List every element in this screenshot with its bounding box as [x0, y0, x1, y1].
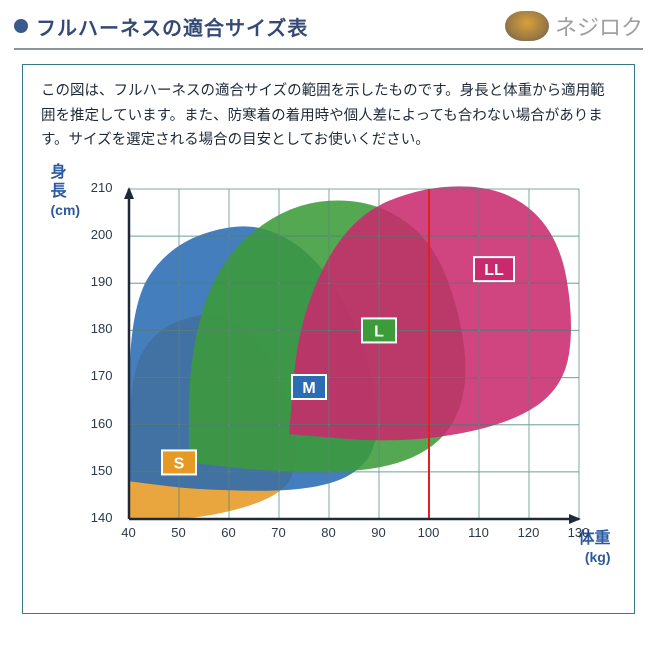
x-tick-label: 70: [264, 525, 294, 540]
header-left: フルハーネスの適合サイズ表: [14, 12, 308, 41]
x-tick-label: 90: [364, 525, 394, 540]
svg-text:S: S: [173, 455, 184, 472]
x-tick-label: 60: [214, 525, 244, 540]
logo: ネジロク: [505, 10, 643, 42]
y-title-char1: 身: [51, 164, 67, 181]
y-tick-label: 150: [83, 463, 113, 478]
chart-svg: SMLLL: [119, 179, 589, 539]
y-tick-label: 200: [83, 227, 113, 242]
x-tick-label: 80: [314, 525, 344, 540]
x-tick-label: 120: [514, 525, 544, 540]
header-divider: [14, 48, 643, 50]
svg-text:LL: LL: [484, 262, 504, 279]
x-tick-label: 110: [464, 525, 494, 540]
logo-icon: [505, 11, 549, 41]
y-tick-label: 170: [83, 368, 113, 383]
x-tick-label: 130: [564, 525, 594, 540]
svg-text:L: L: [374, 323, 384, 340]
y-title-char2: 長: [51, 183, 67, 200]
y-tick-label: 140: [83, 510, 113, 525]
chart-wrap: 身 長 (cm) 体重 (kg) SMLLL 14015016017018019…: [49, 161, 609, 591]
x-tick-label: 40: [114, 525, 144, 540]
svg-text:M: M: [302, 380, 315, 397]
x-tick-label: 100: [414, 525, 444, 540]
chart-frame: この図は、フルハーネスの適合サイズの範囲を示したものです。身長と体重から適用範囲…: [22, 64, 635, 614]
logo-text: ネジロク: [555, 10, 643, 42]
y-tick-label: 190: [83, 274, 113, 289]
x-tick-label: 50: [164, 525, 194, 540]
header: フルハーネスの適合サイズ表 ネジロク: [0, 0, 657, 48]
y-tick-label: 180: [83, 321, 113, 336]
x-title-unit: (kg): [585, 549, 611, 565]
bullet-icon: [14, 19, 28, 33]
y-tick-label: 210: [83, 180, 113, 195]
description: この図は、フルハーネスの適合サイズの範囲を示したものです。身長と体重から適用範囲…: [41, 79, 616, 153]
y-title-unit: (cm): [51, 202, 81, 218]
plot-area: SMLLL: [119, 179, 589, 539]
y-axis-title: 身 長 (cm): [51, 163, 81, 221]
y-tick-label: 160: [83, 416, 113, 431]
page-title: フルハーネスの適合サイズ表: [36, 12, 308, 41]
